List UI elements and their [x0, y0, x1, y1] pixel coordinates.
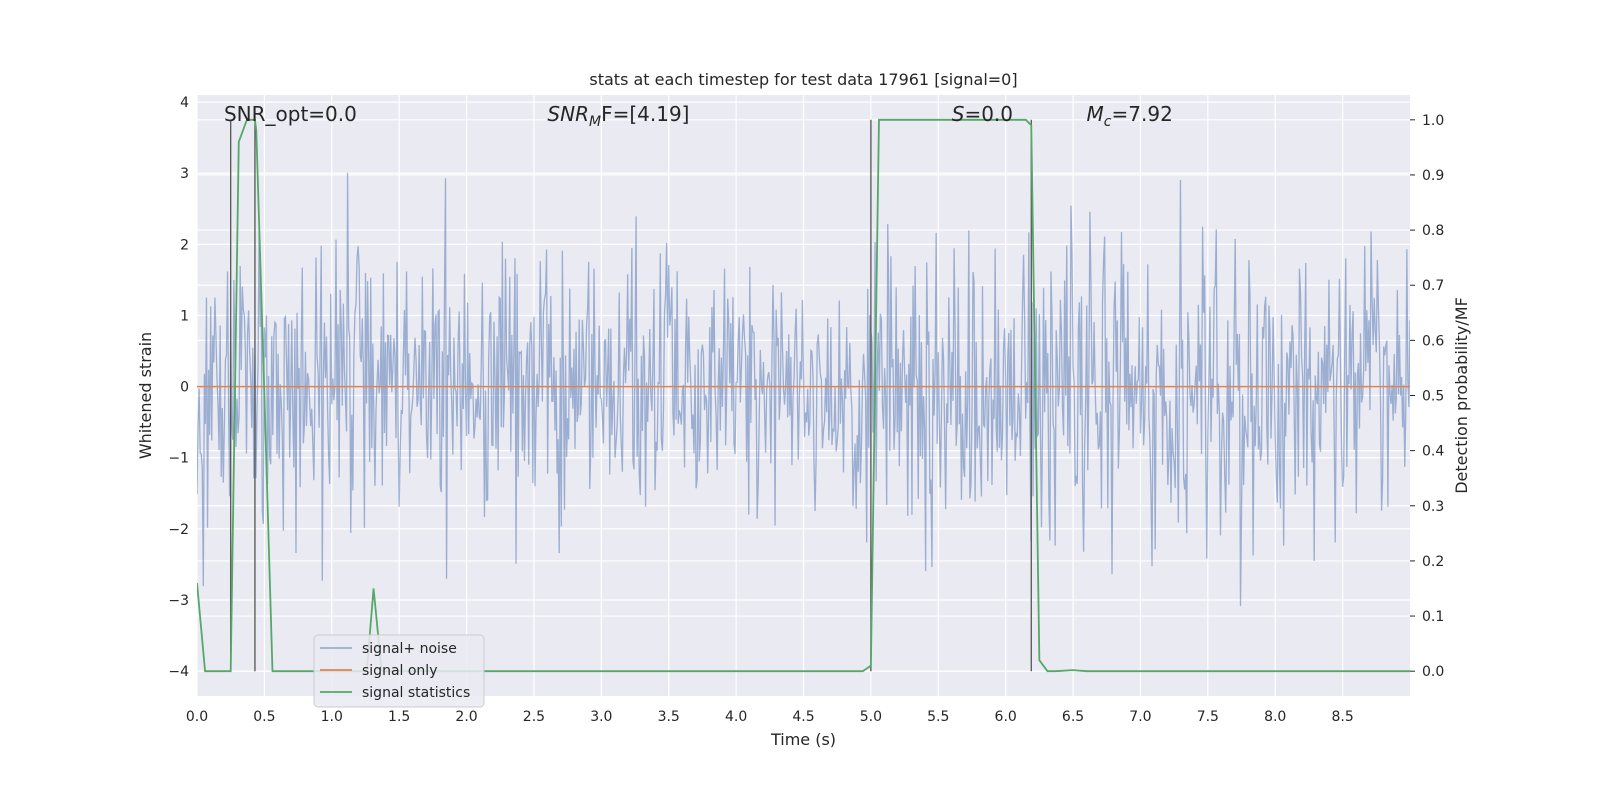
series-line-signal-noise [197, 172, 1410, 607]
legend-label: signal only [362, 663, 437, 679]
right-tick-label: 0.4 [1422, 444, 1444, 460]
annotation-subscript: c [1104, 114, 1112, 130]
x-tick-label: 3.5 [658, 709, 680, 725]
x-tick-label: 8.0 [1264, 709, 1286, 725]
x-tick-label: 4.5 [792, 709, 814, 725]
annotation-main: S [952, 102, 965, 126]
x-tick-label: 1.0 [321, 709, 343, 725]
x-tick-label: 4.0 [725, 709, 747, 725]
right-tick-label: 0.3 [1422, 499, 1444, 515]
y-tick-label: 0 [180, 380, 189, 396]
legend-box [313, 634, 485, 708]
y-tick-label: −2 [168, 522, 189, 538]
annotation-main: M [1087, 102, 1104, 126]
x-tick-label: 7.0 [1129, 709, 1151, 725]
annotation-subscript: M [589, 114, 601, 130]
x-tick-label: 5.5 [927, 709, 949, 725]
x-axis-label: Time (s) [770, 730, 836, 749]
y-tick-label: 3 [180, 166, 189, 182]
annotation-value: =0.0 [964, 102, 1013, 126]
legend: signal+ noise signal only signal statistic… [313, 634, 485, 708]
annotation-text: S=0.0 [952, 102, 1013, 126]
x-tick-label: 6.0 [995, 709, 1017, 725]
x-tick-label: 0.0 [186, 709, 208, 725]
y-axis-label: Whitened strain [136, 332, 155, 459]
series-line-signal-statistics [197, 118, 1410, 673]
y-tick-label: −1 [168, 451, 189, 467]
annotation-main: SNR [547, 102, 589, 126]
x-tick-label: 0.5 [253, 709, 275, 725]
y-tick-label: −4 [168, 664, 189, 680]
legend-label: signal statistics [362, 685, 470, 701]
right-tick-label: 0.5 [1422, 389, 1444, 405]
annotation-text: Mc=7.92 [1087, 102, 1173, 130]
x-tick-label: 7.5 [1197, 709, 1219, 725]
y-tick-label: 2 [180, 237, 189, 253]
x-tick-label: 5.0 [860, 709, 882, 725]
x-tick-label: 3.0 [590, 709, 612, 725]
right-tick-label: 0.6 [1422, 333, 1444, 349]
right-tick-label: 1.0 [1422, 113, 1444, 129]
x-tick-label: 1.5 [388, 709, 410, 725]
right-axis-label: Detection probability/MF [1452, 297, 1471, 494]
right-tick-label: 0.2 [1422, 554, 1444, 570]
right-tick-label: 0.9 [1422, 168, 1444, 184]
annotation-text: SNRMF=[4.19] [547, 102, 689, 130]
right-tick-label: 0.7 [1422, 278, 1444, 294]
chart-title: stats at each timestep for test data 179… [589, 70, 1017, 89]
event-markers [230, 119, 1032, 672]
annotation-value: =7.92 [1112, 102, 1173, 126]
x-tick-label: 2.0 [455, 709, 477, 725]
right-tick-label: 0.1 [1422, 609, 1444, 625]
annotations: SNR_opt=0.0 SNRMF=[4.19] S=0.0 Mc=7.92 [224, 102, 1173, 130]
y-tick-label: 1 [180, 308, 189, 324]
right-tick-label: 0.0 [1422, 664, 1444, 680]
x-tick-label: 2.5 [523, 709, 545, 725]
annotation-text: SNR_opt=0.0 [224, 102, 357, 126]
y-tick-label: −3 [168, 593, 189, 609]
right-axis-ticks: 1.0 0.9 0.8 0.7 0.6 0.5 0.4 0.3 0.2 0.1 0.0 [1410, 113, 1444, 680]
legend-label: signal+ noise [362, 641, 457, 657]
y-tick-label: 4 [180, 95, 189, 111]
y-axis-ticks: 4 3 2 1 0 −1 −2 −3 −4 [168, 95, 189, 680]
x-tick-label: 8.5 [1331, 709, 1353, 725]
annotation-value: F=[4.19] [601, 102, 689, 126]
x-axis-ticks: 0.0 0.5 1.0 1.5 2.0 2.5 3.0 3.5 4.0 4.5 5.0 5.5 6.0 6… [186, 709, 1354, 725]
right-tick-label: 0.8 [1422, 223, 1444, 239]
annotation-main: SNR_opt=0.0 [224, 102, 357, 126]
x-tick-label: 6.5 [1062, 709, 1084, 725]
